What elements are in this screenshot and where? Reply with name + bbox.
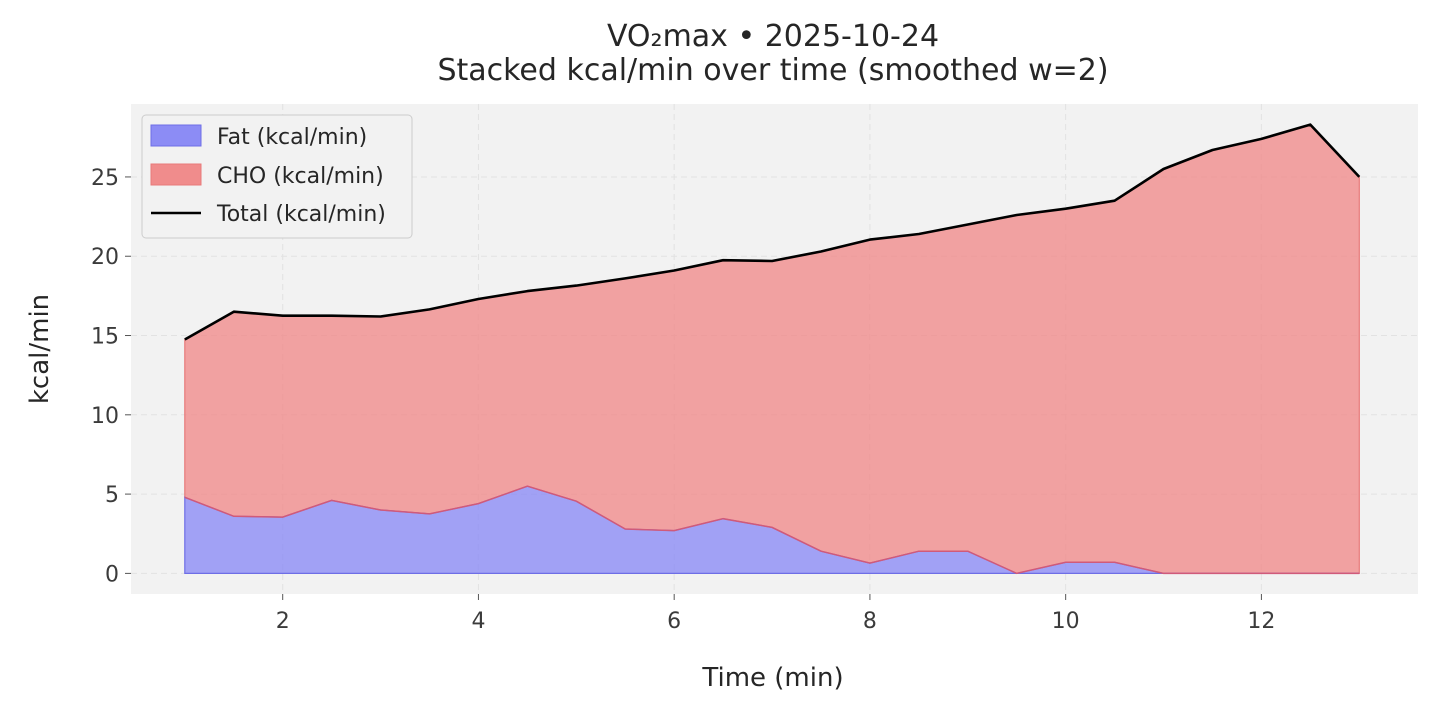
- x-tick-label: 6: [667, 609, 681, 634]
- y-tick-label: 25: [91, 166, 119, 191]
- legend: Fat (kcal/min) CHO (kcal/min) Total (kca…: [141, 114, 413, 239]
- x-tick-label: 10: [1052, 609, 1080, 634]
- x-tick-label: 12: [1247, 609, 1275, 634]
- y-tick-label: 0: [105, 562, 119, 587]
- area-series: [184, 123, 1361, 575]
- legend-box: [141, 114, 413, 239]
- legend-swatch-cho: [150, 163, 202, 186]
- x-tick-label: 4: [471, 609, 485, 634]
- legend-label-cho: CHO (kcal/min): [217, 164, 384, 189]
- chart-title: VO₂max • 2025-10-24: [607, 19, 939, 54]
- y-tick-label: 10: [91, 404, 119, 429]
- line-total: [184, 123, 1361, 341]
- y-axis-label: kcal/min: [25, 294, 55, 404]
- legend-label-total: Total (kcal/min): [216, 202, 386, 227]
- x-axis-label: Time (min): [701, 663, 843, 693]
- legend-swatch-fat: [150, 124, 202, 147]
- x-tick-label: 8: [863, 609, 877, 634]
- axis-ticks: 2 4 6 8 10 12 0 5 10 15 20 25: [91, 166, 1275, 634]
- line-fat-edge: [184, 485, 1360, 575]
- y-tick-label: 5: [105, 483, 119, 508]
- y-tick-label: 20: [91, 245, 119, 270]
- y-tick-label: 15: [91, 325, 119, 350]
- x-tick-label: 2: [276, 609, 290, 634]
- chart-subtitle: Stacked kcal/min over time (smoothed w=2…: [437, 53, 1108, 88]
- legend-label-fat: Fat (kcal/min): [217, 125, 367, 150]
